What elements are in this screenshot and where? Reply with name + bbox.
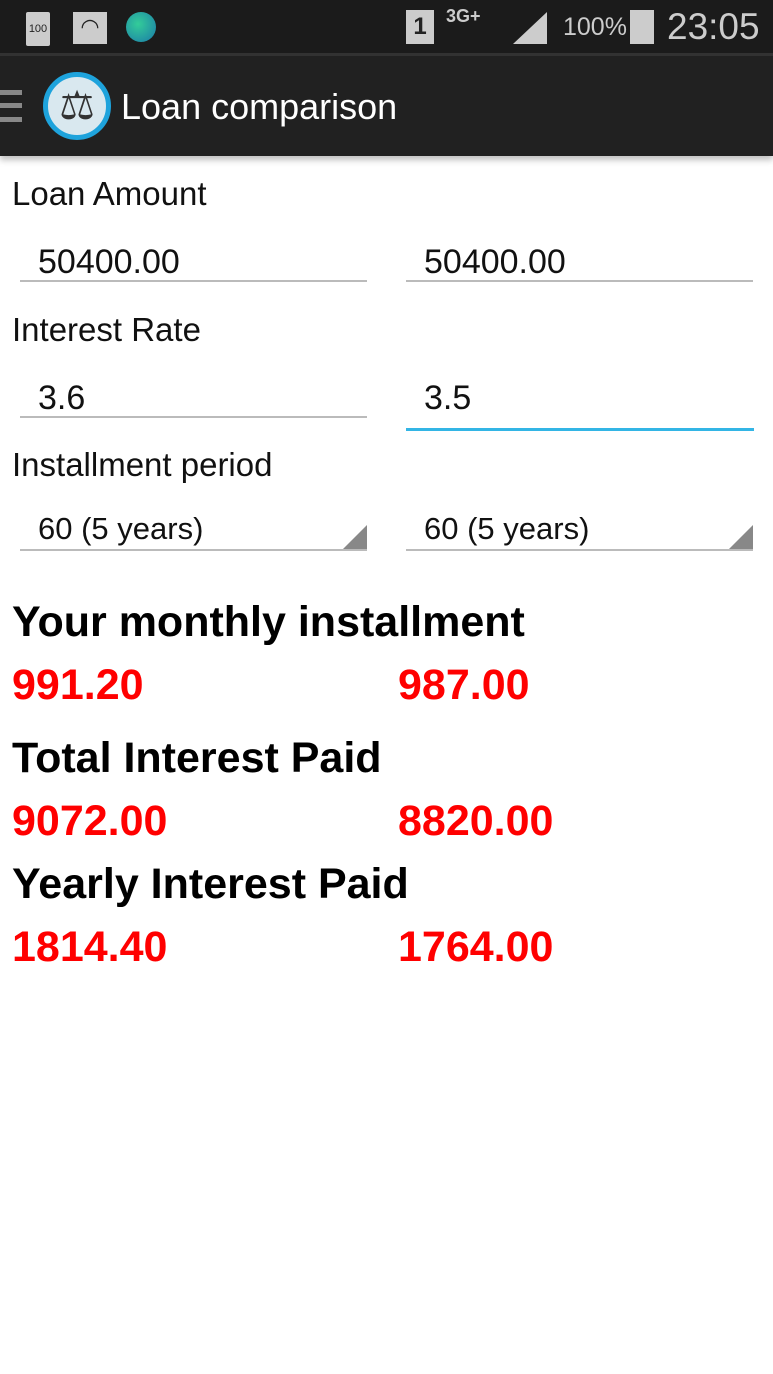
monthly-value-2: 987.00 [398, 661, 530, 709]
interest-rate-label: Interest Rate [12, 311, 201, 348]
period-value-1: 60 (5 years) [38, 511, 204, 546]
loan-amount-input-2[interactable]: 50400.00 [406, 242, 753, 282]
menu-icon[interactable] [0, 90, 22, 122]
yearly-value-2: 1764.00 [398, 923, 554, 971]
action-bar: ⚖ Loan comparison [0, 56, 773, 156]
total-interest-heading: Total Interest Paid [12, 734, 382, 782]
yearly-interest-heading: Yearly Interest Paid [12, 860, 409, 908]
battery-notification-icon: 100 [26, 12, 50, 46]
interest-rate-input-1[interactable]: 3.6 [20, 378, 367, 418]
app-title: Loan comparison [121, 86, 398, 127]
app-logo-scales-icon[interactable]: ⚖ [43, 72, 111, 140]
yearly-value-1: 1814.40 [12, 923, 168, 971]
clock: 23:05 [667, 6, 760, 47]
monthly-installment-heading: Your monthly installment [12, 598, 525, 646]
signal-icon [513, 12, 547, 44]
period-value-2: 60 (5 years) [424, 511, 590, 546]
total-value-1: 9072.00 [12, 797, 168, 845]
sim-icon: 1 [406, 10, 434, 44]
wifi-icon: ◠ [73, 12, 107, 44]
battery-icon [630, 10, 654, 44]
loan-amount-input-1[interactable]: 50400.00 [20, 242, 367, 282]
loan-amount-label: Loan Amount [12, 175, 207, 212]
globe-icon [126, 12, 156, 42]
installment-period-label: Installment period [12, 446, 273, 483]
battery-percent: 100% [563, 13, 627, 41]
total-value-2: 8820.00 [398, 797, 554, 845]
period-spinner-1[interactable]: 60 (5 years) [20, 507, 367, 551]
dropdown-icon [729, 525, 753, 549]
network-type: 3G+ [446, 6, 481, 26]
status-bar: 100 ◠ 1 3G+ 100% 23:05 [0, 0, 773, 53]
period-spinner-2[interactable]: 60 (5 years) [406, 507, 753, 551]
divider [0, 53, 773, 56]
interest-rate-input-2[interactable]: 3.5 [406, 378, 754, 431]
dropdown-icon [343, 525, 367, 549]
monthly-value-1: 991.20 [12, 661, 144, 709]
